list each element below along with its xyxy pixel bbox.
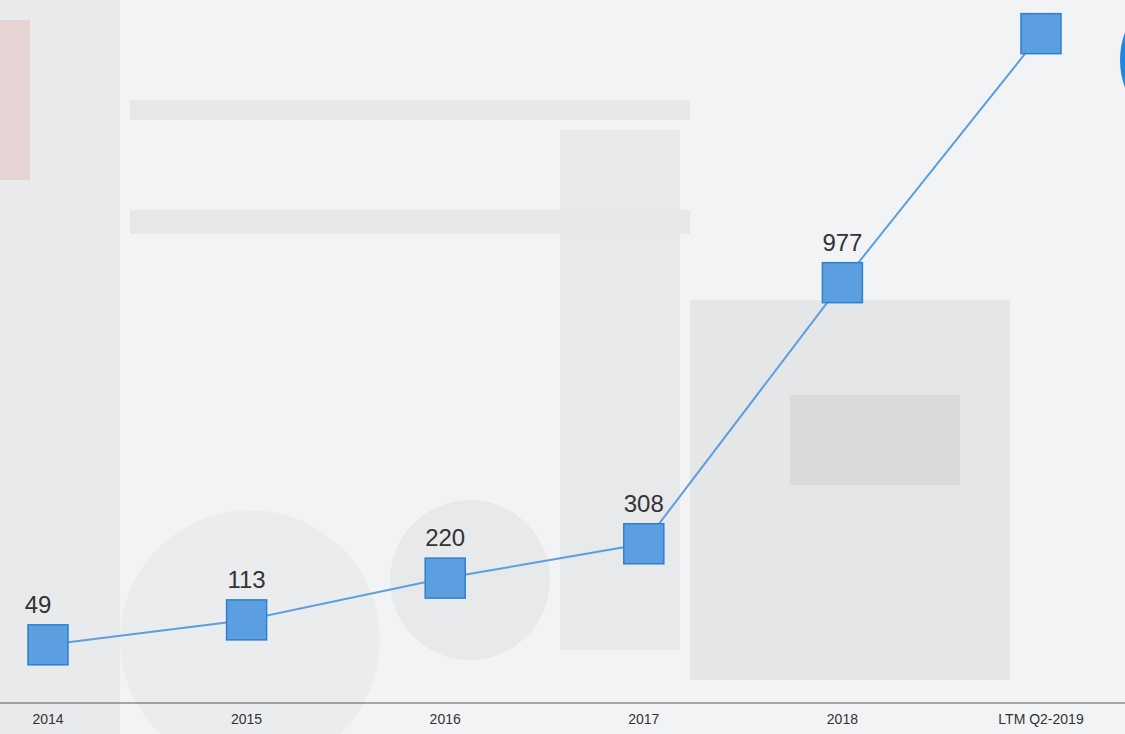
x-tick-label: LTM Q2-2019 [998, 711, 1084, 727]
data-label: 308 [624, 490, 664, 517]
x-tick-label: 2018 [827, 711, 858, 727]
background-machine [560, 130, 680, 650]
marker [227, 600, 267, 640]
marker [624, 524, 664, 564]
x-tick-label: 2015 [231, 711, 262, 727]
background-roll [120, 510, 380, 734]
data-label: 49 [25, 591, 52, 618]
background-roller [130, 100, 690, 120]
marker [425, 558, 465, 598]
x-tick-label: 2014 [32, 711, 63, 727]
x-axis [0, 703, 1125, 704]
data-label: 113 [227, 566, 265, 593]
marker [28, 625, 68, 665]
background-badge [1120, 0, 1125, 140]
background-machine [690, 300, 1010, 680]
data-label: 977 [822, 229, 862, 256]
background-logo [0, 20, 30, 180]
data-label: 220 [425, 524, 465, 551]
marker [1021, 14, 1061, 54]
background-panel [0, 0, 120, 734]
x-tick-label: 2016 [430, 711, 461, 727]
plot-area [28, 14, 1061, 665]
chart: 2014 2015 2016 2017 2018 LTM Q2-2019 49 113 220 3… [0, 0, 1125, 734]
background [0, 0, 1125, 734]
marker [822, 263, 862, 303]
background-screen [790, 395, 960, 485]
background-roller [130, 210, 690, 234]
line [48, 34, 1041, 645]
x-tick-label: 2017 [628, 711, 659, 727]
background-roll [390, 500, 550, 660]
